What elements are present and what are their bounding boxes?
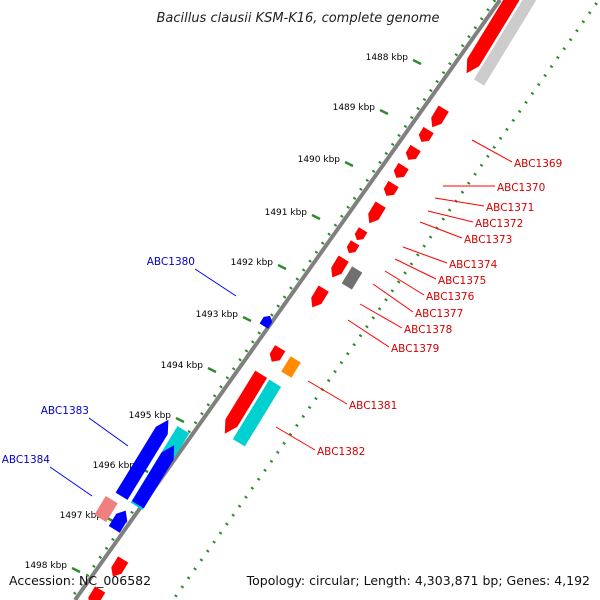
- leader-line-abc1377: [372, 283, 414, 313]
- leader-line-abc1384: [49, 466, 93, 497]
- scale-tick: [175, 416, 185, 424]
- scale-tick-label: 1491 kbp: [265, 208, 308, 218]
- leader-line-abc1374: [402, 246, 448, 264]
- leader-line-abc1371: [434, 197, 485, 207]
- leader-line-abc1379: [347, 319, 390, 348]
- gene-label-abc1383: ABC1383: [41, 405, 89, 417]
- genome-title: Bacillus clausii KSM-K16, complete genom…: [156, 11, 439, 26]
- gene-abc1374: [383, 180, 399, 196]
- outer-dotted-line: [68, 0, 497, 600]
- gene-label-abc1370: ABC1370: [497, 182, 545, 194]
- scale-tick-label: 1489 kbp: [333, 103, 376, 113]
- scale-tick: [71, 566, 81, 574]
- gene-abc1371: [418, 126, 434, 142]
- gene-label-abc1378: ABC1378: [404, 324, 452, 336]
- scale-tick-label: 1497 kbp: [60, 511, 103, 521]
- scale-tick-label: 1488 kbp: [366, 53, 409, 63]
- gene-gray: [341, 266, 363, 290]
- track-lines: [68, 0, 600, 600]
- leader-line-abc1373: [419, 221, 463, 239]
- leader-line-abc1369: [471, 139, 513, 163]
- scale-tick: [277, 263, 287, 271]
- gene-label-abc1374: ABC1374: [449, 259, 498, 271]
- gene-red-small: [269, 345, 286, 362]
- gene-abc1376: [354, 227, 368, 241]
- leader-line-abc1378: [359, 303, 403, 329]
- gene-label-abc1384: ABC1384: [2, 454, 51, 466]
- gene-red-edge: [88, 586, 106, 600]
- gene-label-abc1380: ABC1380: [147, 256, 195, 268]
- gene-label-abc1373: ABC1373: [464, 234, 512, 246]
- scale-tick: [207, 366, 217, 374]
- scale-tick-label: 1492 kbp: [231, 258, 274, 268]
- gene-red-long: [224, 370, 268, 434]
- gene-abc1379: [311, 285, 329, 308]
- scale-tick: [412, 58, 422, 66]
- gene-abc1378: [331, 255, 349, 278]
- gene-abc1382: [232, 379, 282, 447]
- gene-label-abc1372: ABC1372: [475, 218, 523, 230]
- gene-blue-small: [108, 510, 128, 533]
- gene-abc1377: [346, 240, 360, 254]
- scale-tick-label: 1494 kbp: [161, 361, 204, 371]
- topology-summary: Topology: circular; Length: 4,303,871 bp…: [246, 573, 590, 588]
- leader-line-abc1383: [88, 417, 129, 447]
- leader-line-abc1372: [427, 210, 474, 223]
- gene-label-abc1371: ABC1371: [486, 202, 534, 214]
- gene-label-abc1375: ABC1375: [438, 275, 486, 287]
- gene-red-bottom: [111, 556, 129, 577]
- leader-line-abc1376: [384, 270, 425, 296]
- scale-tick-label: 1490 kbp: [298, 155, 341, 165]
- leader-line-abc1382: [275, 426, 316, 451]
- scale-tick-label: 1498 kbp: [25, 561, 68, 571]
- leader-line-abc1380: [194, 268, 237, 297]
- gene-abc1372: [405, 144, 421, 160]
- scale-tick-label: 1493 kbp: [196, 310, 239, 320]
- gene-features: [88, 0, 537, 600]
- gene-label-abc1369: ABC1369: [514, 158, 562, 170]
- gene-gray-light: [473, 0, 537, 86]
- gene-labels: ABC1369 ABC1370 ABC1371 ABC1372 ABC1373 ABC13…: [2, 139, 562, 497]
- gene-abc1369: [466, 0, 520, 74]
- gene-label-abc1379: ABC1379: [391, 343, 439, 355]
- gene-blue-long: [131, 445, 175, 509]
- gene-abc1370: [431, 105, 449, 128]
- scale-tick: [242, 315, 252, 323]
- scale-tick-label: 1495 kbp: [129, 411, 172, 421]
- gene-abc1375: [368, 201, 386, 224]
- scale-tick-label: 1496 kbp: [93, 461, 136, 471]
- scale-ticks: 1488 kbp 1489 kbp 1490 kbp 1491 kbp 1492 kbp…: [25, 53, 422, 574]
- inner-dotted-line: [171, 0, 600, 600]
- gene-abc1373: [393, 162, 409, 178]
- accession-text: Accession: NC_006582: [9, 573, 152, 588]
- gene-label-abc1381: ABC1381: [349, 400, 397, 412]
- gene-label-abc1376: ABC1376: [426, 291, 475, 303]
- gene-abc1380: [259, 315, 273, 329]
- gene-abc1383: [115, 419, 169, 500]
- leader-line-abc1381: [307, 380, 348, 405]
- gene-label-abc1377: ABC1377: [415, 308, 463, 320]
- scale-tick: [311, 213, 321, 221]
- gene-abc1381: [281, 356, 301, 378]
- gene-abc1384: [94, 496, 118, 522]
- leader-line-abc1375: [394, 258, 437, 280]
- gene-label-abc1382: ABC1382: [317, 446, 365, 458]
- scale-tick: [379, 108, 389, 116]
- scale-tick: [344, 160, 354, 168]
